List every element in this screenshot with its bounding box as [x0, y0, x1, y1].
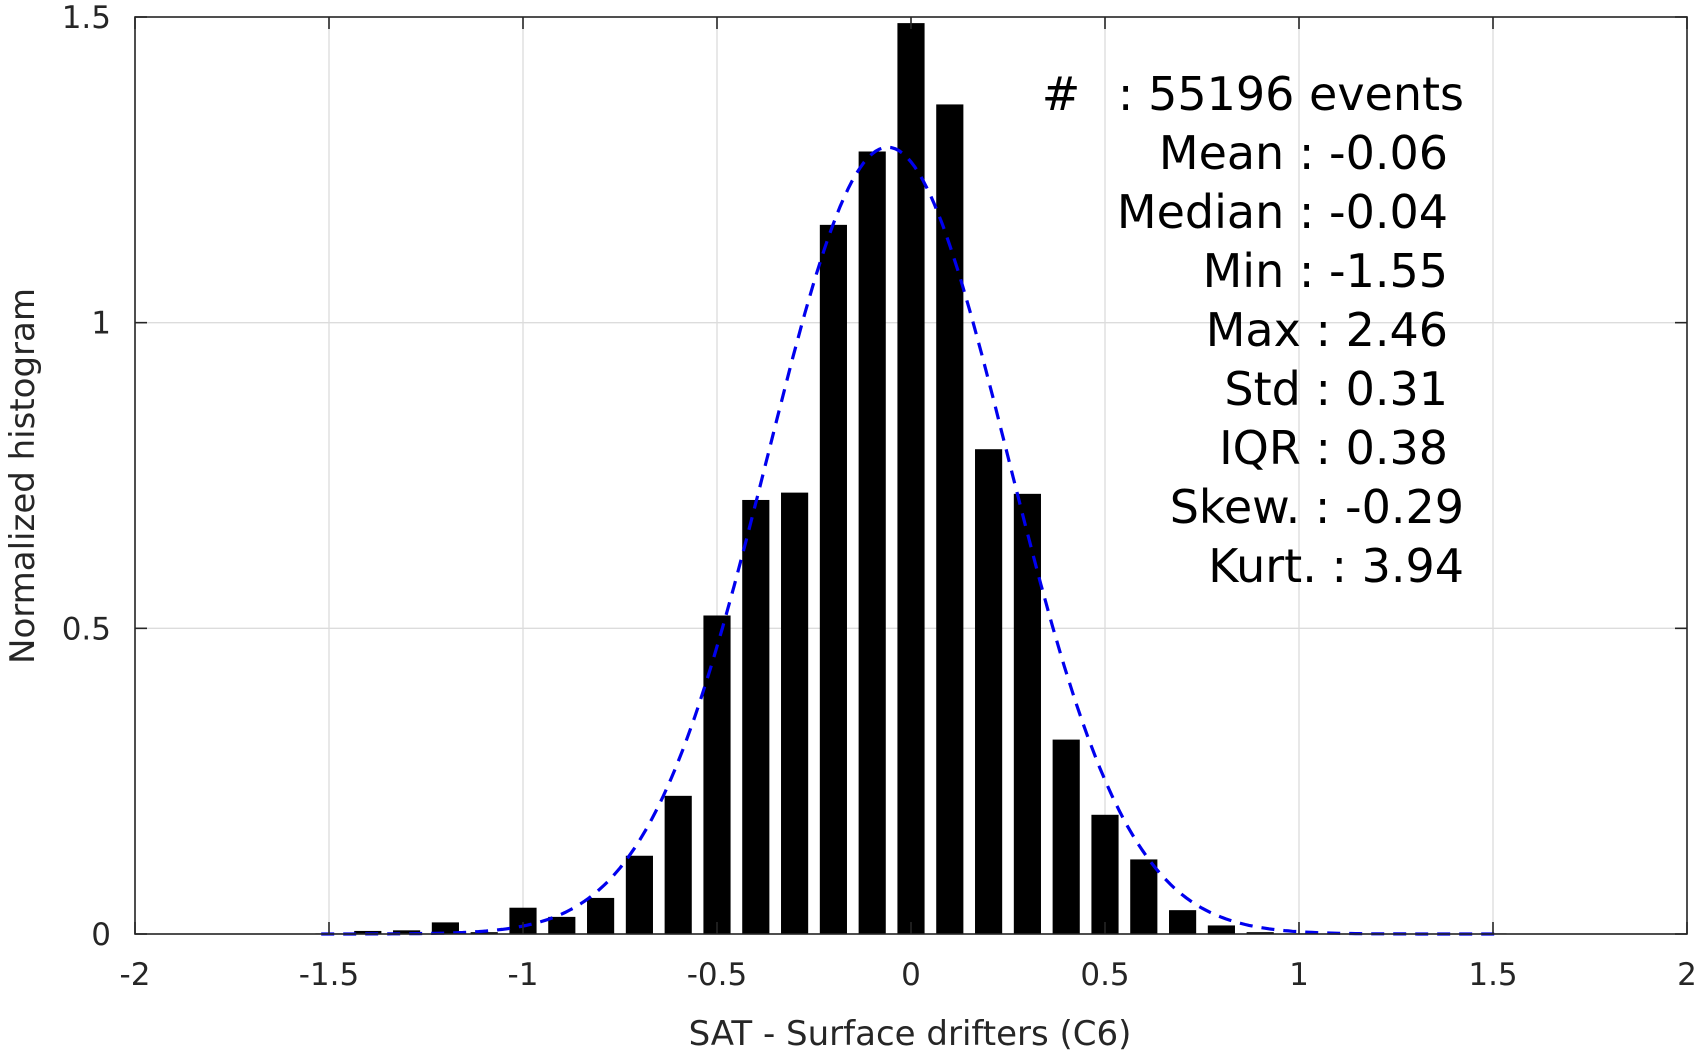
y-tick-label: 1 — [91, 306, 111, 342]
histogram-bar — [393, 930, 421, 934]
stat-value: 55196 events — [1148, 67, 1464, 121]
stat-separator: : — [1284, 244, 1329, 298]
histogram-bar — [819, 224, 847, 934]
stat-label: # — [1042, 67, 1081, 121]
histogram-bars — [315, 23, 1507, 935]
x-tick-label: -1 — [508, 957, 539, 993]
stat-line: Mean : -0.06 — [1159, 126, 1448, 180]
y-tick-label: 1.5 — [62, 0, 111, 36]
x-tick-label: 1.5 — [1468, 957, 1517, 993]
x-tick-labels: -2 -1.5 -1 -0.5 0 0.5 1 1.5 2 — [120, 957, 1697, 993]
stat-separator: : — [1284, 126, 1329, 180]
stat-line: Kurt. : 3.94 — [1208, 539, 1464, 593]
normal-fit-curve-group — [321, 145, 1501, 936]
stat-value: 0.31 — [1346, 362, 1448, 416]
x-tick-label: 0 — [901, 957, 921, 993]
histogram-bar — [1091, 814, 1119, 934]
x-tick-label: 0.5 — [1080, 957, 1129, 993]
histogram-bar — [742, 499, 770, 934]
stat-value: 0.38 — [1346, 421, 1448, 475]
stat-value: -1.55 — [1329, 244, 1448, 298]
axes-frame — [134, 16, 1688, 935]
histogram-bar — [1207, 925, 1235, 934]
x-tick-label: 2 — [1677, 957, 1697, 993]
histogram-bar — [936, 104, 964, 935]
stat-line: IQR : 0.38 — [1219, 421, 1448, 475]
histogram-bar — [1130, 859, 1158, 934]
stat-label: IQR — [1219, 421, 1301, 475]
x-axis-label: SAT - Surface drifters (C6) — [689, 1014, 1132, 1053]
normal-fit-curve — [321, 145, 1501, 936]
histogram-bar — [703, 615, 731, 934]
stat-line: Median : -0.04 — [1117, 185, 1448, 239]
stat-line: Skew. : -0.29 — [1170, 480, 1464, 534]
histogram-bar — [1246, 932, 1274, 934]
histogram-bar — [975, 449, 1003, 934]
stat-label: Max — [1206, 303, 1301, 357]
stat-label: Kurt. — [1208, 539, 1317, 593]
stat-label: Mean — [1159, 126, 1284, 180]
stat-value: -0.29 — [1345, 480, 1464, 534]
x-tick-label: 1 — [1289, 957, 1309, 993]
stat-separator: : — [1080, 67, 1148, 121]
histogram-bar — [431, 922, 459, 934]
y-tick-labels: 0 0.5 1 1.5 — [62, 0, 111, 953]
histogram-bar — [781, 492, 809, 934]
stat-separator: : — [1300, 480, 1345, 534]
stat-line: Std : 0.31 — [1224, 362, 1448, 416]
stat-value: -0.04 — [1329, 185, 1448, 239]
histogram-bar — [587, 897, 615, 934]
stat-line: # : 55196 events — [1042, 67, 1464, 121]
x-tick-label: -2 — [120, 957, 151, 993]
y-tick-label: 0 — [91, 917, 111, 953]
stat-label: Median — [1117, 185, 1284, 239]
x-tick-label: -1.5 — [299, 957, 360, 993]
histogram-bar — [858, 151, 886, 934]
stat-line: Min : -1.55 — [1203, 244, 1448, 298]
histogram-bar — [1169, 910, 1197, 934]
histogram-bar — [625, 855, 653, 934]
histogram-bar — [470, 932, 498, 934]
stat-line: Max : 2.46 — [1206, 303, 1448, 357]
histogram-bar — [548, 916, 576, 934]
stat-label: Min — [1203, 244, 1285, 298]
stat-separator: : — [1284, 185, 1329, 239]
stat-separator: : — [1301, 421, 1346, 475]
stat-separator: : — [1301, 303, 1346, 357]
stat-value: 3.94 — [1362, 539, 1464, 593]
x-tick-label: -0.5 — [687, 957, 748, 993]
stat-value: 2.46 — [1346, 303, 1448, 357]
histogram-bar — [1013, 493, 1041, 934]
stat-value: -0.06 — [1329, 126, 1448, 180]
stat-separator: : — [1317, 539, 1362, 593]
histogram-bar — [897, 23, 925, 934]
histogram-bar — [1052, 739, 1080, 934]
histogram-bar — [664, 795, 692, 934]
stat-label: Std — [1224, 362, 1300, 416]
y-axis-label: Normalized histogram — [3, 288, 43, 664]
stat-label: Skew. — [1170, 480, 1301, 534]
stat-separator: : — [1301, 362, 1346, 416]
y-tick-label: 0.5 — [62, 611, 111, 647]
